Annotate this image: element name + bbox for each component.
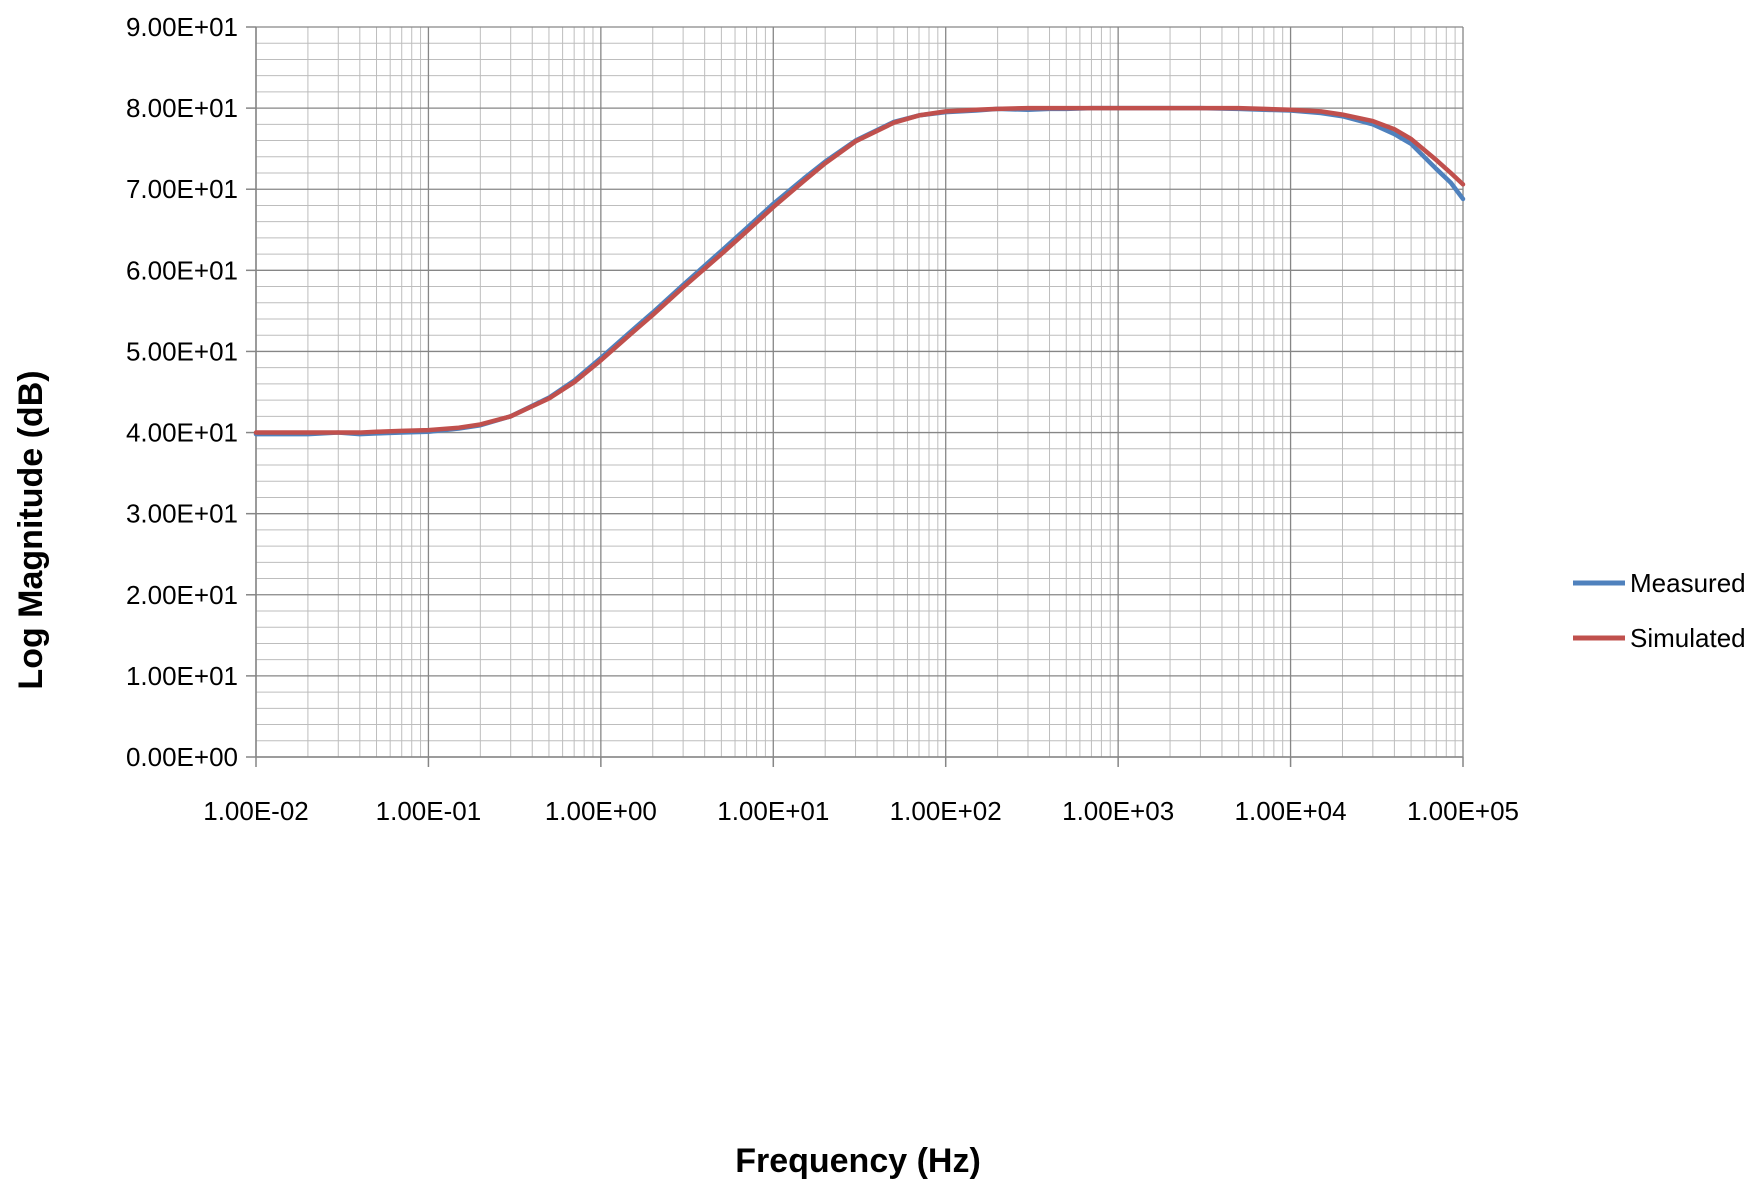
y-tick-label: 3.00E+01 bbox=[126, 499, 238, 529]
series-line-simulated bbox=[253, 105, 1466, 435]
series-layer bbox=[253, 105, 1466, 437]
y-axis-title: Log Magnitude (dB) bbox=[12, 370, 50, 689]
legend: Measured Simulated bbox=[1573, 568, 1746, 653]
x-tick-label: 1.00E+02 bbox=[890, 796, 1002, 826]
x-tick-label: 1.00E-02 bbox=[203, 796, 309, 826]
y-tick-label: 9.00E+01 bbox=[126, 12, 238, 42]
x-tick-label: 1.00E+03 bbox=[1062, 796, 1174, 826]
x-tick-labels: 1.00E-02 1.00E-01 1.00E+00 1.00E+01 1.00E+02… bbox=[203, 796, 1519, 826]
axes bbox=[246, 26, 1464, 767]
x-tick-label: 1.00E-01 bbox=[376, 796, 482, 826]
y-tick-label: 4.00E+01 bbox=[126, 418, 238, 448]
legend-label-simulated: Simulated bbox=[1630, 623, 1746, 653]
y-tick-label: 7.00E+01 bbox=[126, 174, 238, 204]
y-tick-label: 1.00E+01 bbox=[126, 661, 238, 691]
y-tick-label: 8.00E+01 bbox=[126, 93, 238, 123]
x-tick-label: 1.00E+00 bbox=[545, 796, 657, 826]
y-tick-label: 6.00E+01 bbox=[126, 255, 238, 285]
x-tick-label: 1.00E+04 bbox=[1235, 796, 1347, 826]
x-tick-label: 1.00E+01 bbox=[717, 796, 829, 826]
y-tick-label: 0.00E+00 bbox=[126, 742, 238, 772]
y-tick-label: 5.00E+01 bbox=[126, 336, 238, 366]
legend-label-measured: Measured bbox=[1630, 568, 1746, 598]
y-tick-labels: 0.00E+00 1.00E+01 2.00E+01 3.00E+01 4.00E+01… bbox=[126, 12, 238, 772]
x-axis-title: Frequency (Hz) bbox=[735, 1142, 981, 1180]
y-tick-label: 2.00E+01 bbox=[126, 580, 238, 610]
x-tick-label: 1.00E+05 bbox=[1407, 796, 1519, 826]
